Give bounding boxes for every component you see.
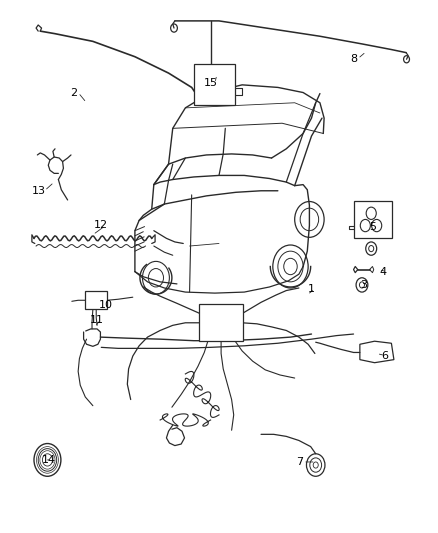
Bar (353, 201, 392, 238)
Text: 14: 14 (42, 455, 56, 465)
Text: 15: 15 (204, 78, 218, 88)
Text: 5: 5 (369, 222, 376, 232)
Text: 10: 10 (99, 301, 113, 310)
Text: 1: 1 (308, 284, 315, 294)
Text: 8: 8 (350, 54, 357, 64)
Text: 4: 4 (379, 266, 387, 277)
FancyBboxPatch shape (199, 304, 244, 341)
Text: 7: 7 (296, 457, 303, 467)
Text: 2: 2 (71, 87, 78, 98)
Text: 13: 13 (32, 186, 46, 196)
Text: 12: 12 (94, 220, 108, 230)
FancyBboxPatch shape (194, 64, 235, 105)
Text: 11: 11 (90, 314, 104, 325)
Text: 3: 3 (360, 280, 367, 290)
Bar (85, 291, 107, 310)
Text: 6: 6 (381, 351, 389, 360)
